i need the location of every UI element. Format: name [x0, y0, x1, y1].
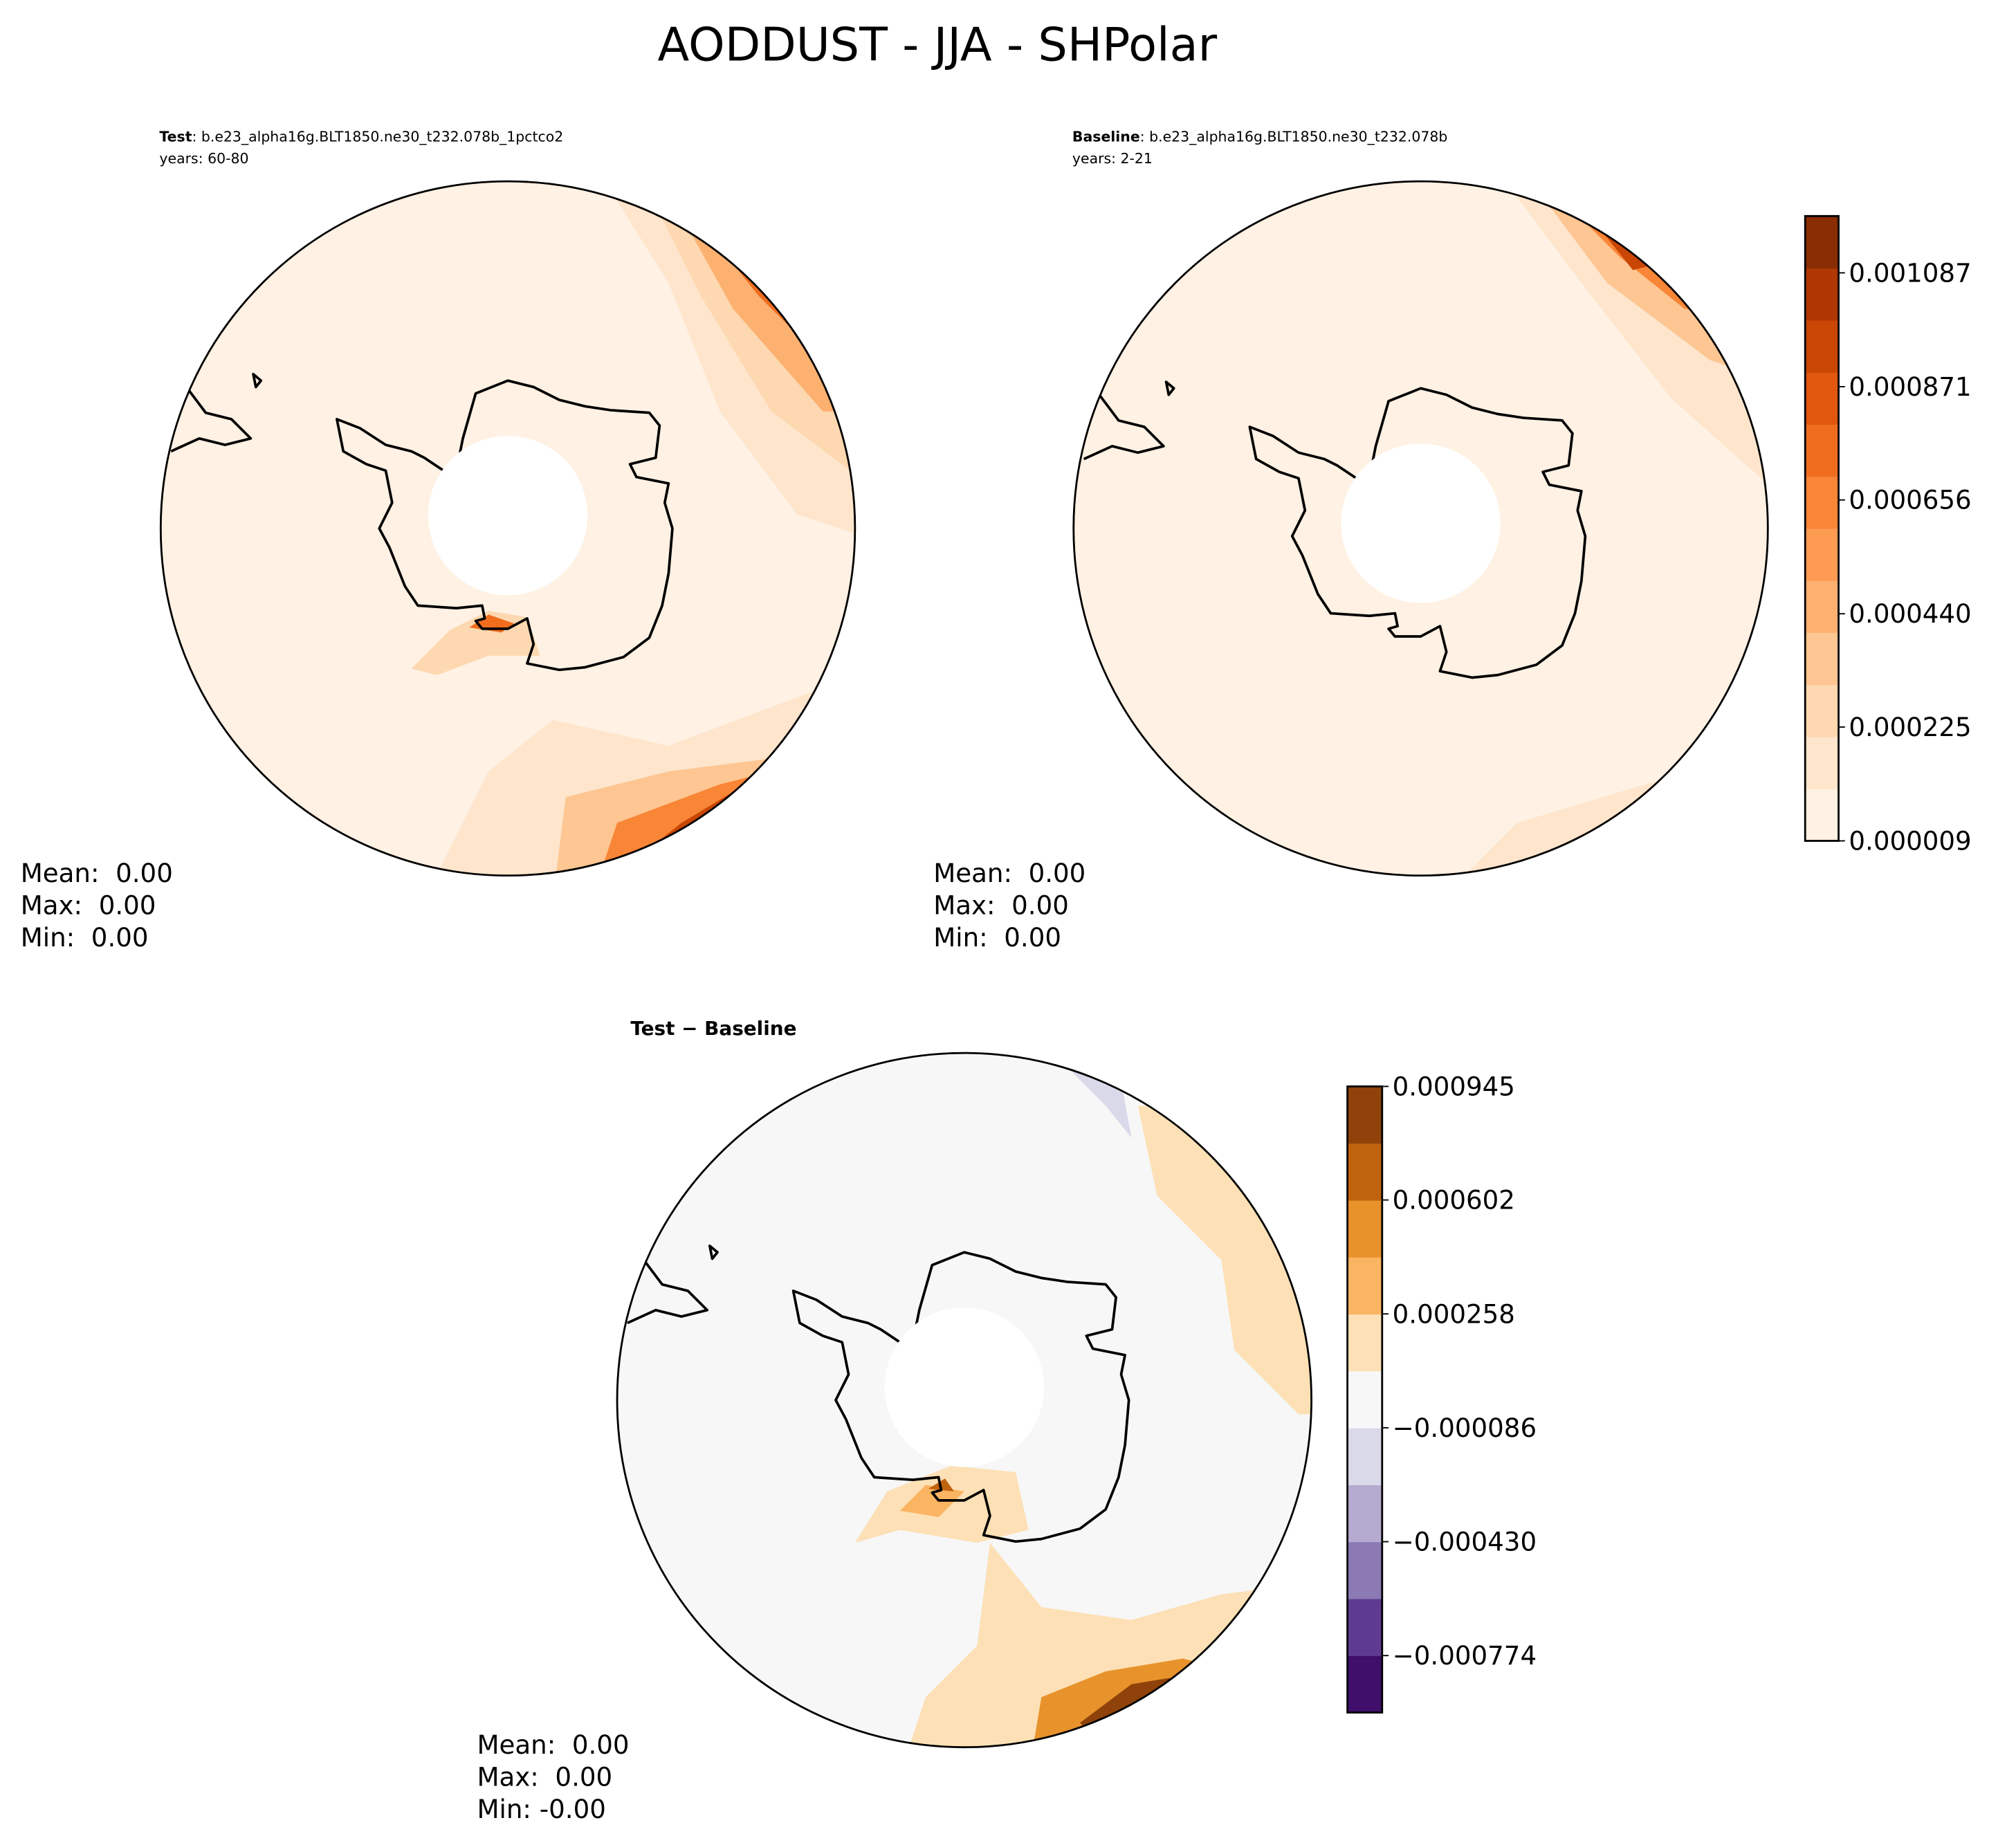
colorbar-tick-label: −0.000430 — [1393, 1527, 1537, 1557]
map — [617, 1053, 1312, 1747]
figure-title: AODDUST - JJA - SHPolar — [657, 17, 1217, 71]
colorbar-band — [1347, 1598, 1382, 1656]
colorbar-band — [1347, 1200, 1382, 1258]
colorbar-tick-label: 0.000225 — [1849, 713, 1971, 742]
colorbar-band — [1805, 528, 1839, 581]
colorbar-band — [1805, 684, 1839, 737]
colorbar-band — [1347, 1655, 1382, 1714]
stat: Max: 0.00 — [21, 890, 156, 920]
colorbar-tick-label: 0.000602 — [1393, 1186, 1515, 1215]
colorbar-tick-label: 0.000258 — [1393, 1299, 1515, 1329]
colorbar-band — [1805, 424, 1839, 477]
panel-label: Baseline — [1072, 129, 1140, 145]
colorbar-band — [1805, 736, 1839, 789]
colorbar-band — [1347, 1314, 1382, 1372]
stat: Max: 0.00 — [933, 890, 1069, 920]
colorbar-tick-label: 0.000656 — [1849, 486, 1971, 515]
panel-case: : b.e23_alpha16g.BLT1850.ne30_t232.078b_… — [192, 129, 563, 146]
stat: Mean: 0.00 — [21, 859, 173, 888]
stat: Max: 0.00 — [477, 1762, 612, 1792]
colorbar-tick-label: −0.000086 — [1393, 1413, 1537, 1443]
colorbar-tick-label: 0.000871 — [1849, 372, 1971, 402]
stat: Mean: 0.00 — [477, 1730, 629, 1760]
panel-label: Test — [159, 129, 192, 145]
colorbar-band — [1805, 789, 1839, 842]
colorbar-band — [1347, 1143, 1382, 1201]
panel-title: Test: b.e23_alpha16g.BLT1850.ne30_t232.0… — [159, 129, 563, 146]
stat: Min: -0.00 — [477, 1794, 605, 1824]
stat: Min: 0.00 — [933, 923, 1061, 953]
colorbar-band — [1347, 1257, 1382, 1315]
panel-years: years: 2-21 — [1072, 150, 1153, 167]
colorbar-tick-label: 0.000945 — [1393, 1072, 1515, 1101]
panel-title: Test − Baseline — [630, 1017, 796, 1040]
colorbar-band — [1805, 372, 1839, 425]
panel-title: Baseline: b.e23_alpha16g.BLT1850.ne30_t2… — [1072, 129, 1447, 146]
colorbar-band — [1805, 216, 1839, 269]
map — [161, 181, 855, 876]
colorbar-band — [1805, 632, 1839, 686]
colorbar-frame — [1346, 1085, 1384, 1714]
stat: Mean: 0.00 — [933, 859, 1085, 888]
colorbar-band — [1347, 1370, 1382, 1429]
map-frame — [159, 180, 856, 877]
colorbar-tick-label: 0.000440 — [1849, 599, 1971, 629]
stat: Min: 0.00 — [21, 923, 149, 953]
panel-years: years: 60-80 — [159, 150, 248, 167]
colorbar-tick-label: 0.000009 — [1849, 826, 1971, 856]
map-frame — [1072, 180, 1769, 877]
colorbar-tick-label: 0.001087 — [1849, 258, 1971, 288]
map — [1073, 181, 1768, 876]
colorbar-band — [1347, 1541, 1382, 1599]
colorbar-band — [1347, 1428, 1382, 1485]
colorbar-band — [1805, 320, 1839, 373]
colorbar-band — [1347, 1485, 1382, 1543]
map-frame — [616, 1052, 1312, 1749]
colorbar-band — [1805, 580, 1839, 633]
colorbar-frame — [1804, 214, 1840, 842]
colorbar-band — [1805, 268, 1839, 321]
colorbar-band — [1347, 1086, 1382, 1144]
panel-case: : b.e23_alpha16g.BLT1850.ne30_t232.078b — [1140, 129, 1448, 146]
colorbar-tick-label: −0.000774 — [1393, 1641, 1537, 1671]
colorbar-band — [1805, 476, 1839, 529]
